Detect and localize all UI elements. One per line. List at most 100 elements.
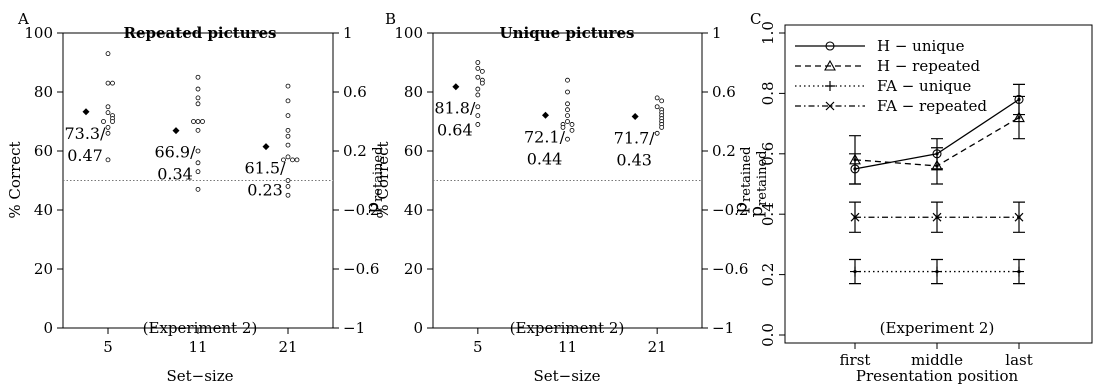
panel-b-subject-point — [475, 74, 481, 80]
panel-a-subject-point — [195, 160, 201, 166]
panel-a-subject-point — [285, 178, 291, 183]
panel-c-legend-marker — [825, 101, 835, 111]
panel-c-legend-label: H − unique — [877, 37, 965, 55]
panel-a-mean-label: 66.9/ — [154, 143, 196, 162]
panel-a-ytick-label: 20 — [34, 260, 53, 278]
panel-a-subject-point — [290, 157, 295, 163]
panel-a-ytick-label: 40 — [34, 201, 53, 219]
panel-b-mean-label: 0.64 — [437, 121, 473, 140]
panel-a-subject-point — [285, 113, 291, 118]
panel-a-mean-label: 0.47 — [67, 146, 103, 165]
panel-b-subject-point — [654, 130, 660, 136]
panel-a-subject-point — [105, 125, 111, 130]
panel-b-subject-point — [475, 113, 481, 118]
panel-a-subject-point — [195, 119, 201, 124]
panel-c-point-center — [935, 269, 939, 274]
panel-b-subject-point — [475, 66, 481, 71]
panel-b-xlabel: Set−size — [533, 367, 600, 384]
panel-b-subject-point — [565, 119, 570, 124]
panel-a-y2label-sub: retained — [371, 147, 386, 202]
panel-a-subject-point — [105, 130, 111, 136]
panel-c-ytick-label: 1.0 — [759, 21, 777, 45]
panel-a-subject-point — [195, 101, 201, 107]
panel-c-label: C — [750, 10, 761, 28]
panel-b-subject-point — [565, 113, 570, 118]
panel-b-y2tick-label: 0.2 — [712, 142, 736, 160]
panel-b-subject-point — [565, 107, 570, 113]
panel-c-legend-label: FA − unique — [877, 77, 971, 95]
panel-b-unique-pictures: B Unique pictures (Experiment 2) Set−siz… — [374, 10, 754, 384]
panel-c-ytick-label: 0.2 — [759, 263, 777, 287]
panel-c-ylabel-main: p — [746, 206, 767, 218]
panel-a-y2label-main: p — [362, 202, 383, 214]
panel-b-subject-point — [659, 98, 665, 104]
panel-a-mean-point — [172, 127, 180, 135]
panel-b-subject-point — [565, 101, 570, 107]
panel-b-subject-point — [475, 92, 481, 98]
panel-b-ytick-label: 0 — [413, 319, 423, 337]
panel-a-subject-point — [105, 110, 111, 116]
panel-c-xtick-label: first — [840, 351, 871, 369]
panel-b-y2label-sub: retained — [739, 147, 754, 202]
panel-c-data-point — [931, 159, 943, 171]
panel-c-annotation: (Experiment 2) — [880, 319, 995, 337]
panel-b-y2tick-label: −1 — [712, 319, 734, 337]
panel-b-mean-point — [452, 83, 460, 91]
panel-a-subject-point — [294, 157, 300, 163]
panel-a-ytick-label: 60 — [34, 142, 53, 160]
panel-b-y2label-main: p — [730, 202, 751, 214]
panel-c-series — [849, 201, 1025, 233]
panel-c-point-center — [853, 215, 857, 219]
panel-a-subject-point — [105, 104, 111, 110]
panel-b-mean-label: 0.43 — [616, 150, 652, 169]
panel-b-subject-point — [565, 77, 570, 83]
panel-a-subject-point — [285, 142, 291, 148]
panel-b-ytick-label: 100 — [394, 24, 423, 42]
panel-a-subject-point — [285, 133, 291, 139]
panel-a-label: A — [17, 10, 29, 28]
panel-a-ytick-label: 100 — [24, 24, 53, 42]
panel-c-xlabel: Presentation position — [856, 367, 1019, 384]
panel-c-presentation-position: C (Experiment 2) Presentation position p… — [746, 10, 1093, 384]
panel-c-point-center — [1017, 269, 1021, 274]
panel-a-subject-point — [285, 98, 291, 104]
panel-b-ytick-label: 80 — [404, 83, 423, 101]
panel-a-subject-point — [200, 119, 205, 124]
panel-c-ylabel-sub: retained — [755, 151, 770, 206]
panel-b-xtick-label: 11 — [558, 338, 577, 356]
panel-c-point-center — [1017, 215, 1021, 219]
panel-b-subject-point — [565, 89, 570, 95]
panel-a-subject-point — [110, 80, 115, 86]
panel-b-xtick-label: 5 — [473, 338, 483, 356]
panel-a-mean-point — [262, 143, 270, 151]
panel-a-y2label: pretained — [362, 147, 386, 214]
panel-b-subject-point — [475, 122, 481, 127]
panel-c-point-center — [935, 215, 939, 219]
panel-a-xtick-label: 21 — [278, 338, 297, 356]
panel-c-legend-label: H − repeated — [877, 57, 981, 75]
panel-b-label: B — [385, 10, 396, 28]
panel-c-legend-label: FA − repeated — [877, 97, 987, 115]
panel-a-y2tick-label: 1 — [343, 24, 353, 42]
panel-a-mean-label: 73.3/ — [64, 124, 106, 143]
panel-a-y2tick-label: −0.6 — [343, 260, 379, 278]
panel-b-ytick-label: 40 — [404, 201, 423, 219]
panel-b-mean-point — [542, 111, 549, 119]
panel-a-y2tick-label: 0.6 — [343, 83, 367, 101]
panel-a-mean-label: 0.34 — [157, 165, 193, 184]
panel-b-subject-point — [654, 95, 660, 101]
panel-b-subject-point — [479, 80, 485, 86]
panel-a-mean-label: 0.23 — [247, 181, 283, 200]
panel-c-ytick-label: 0.0 — [759, 323, 777, 347]
panel-b-subject-point — [475, 60, 481, 65]
panel-b-ytick-label: 20 — [404, 260, 423, 278]
panel-a-y2tick-label: −1 — [343, 319, 365, 337]
panel-c-plot-frame — [784, 24, 1093, 344]
panel-b-y2label: pretained — [730, 147, 754, 214]
panel-c-series — [849, 95, 1025, 185]
panel-c-legend-marker — [825, 81, 835, 91]
panel-a-xtick-label: 5 — [103, 338, 113, 356]
panel-a-subject-point — [285, 83, 291, 89]
panel-a-subject-point — [195, 86, 201, 92]
